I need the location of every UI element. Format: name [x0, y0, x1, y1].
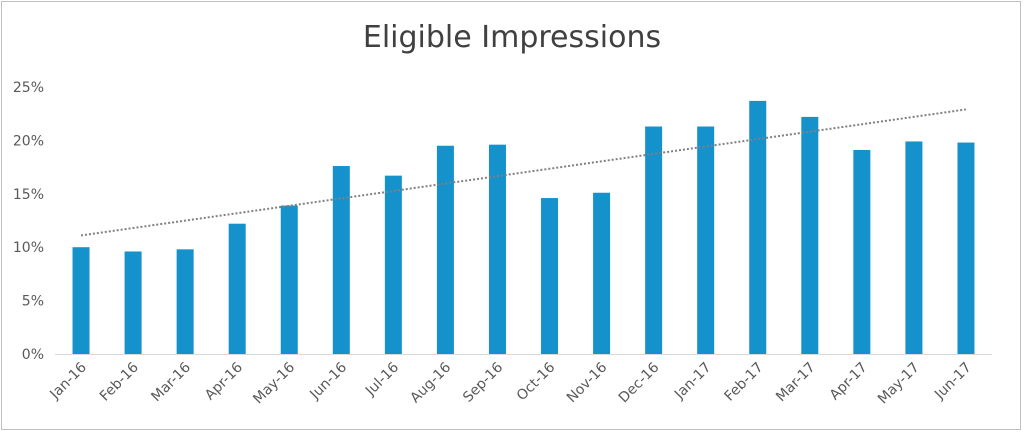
y-tick-label: 25%	[13, 80, 44, 96]
y-tick-label: 0%	[22, 347, 44, 363]
x-tick-label: Apr-16	[202, 359, 246, 403]
x-tick-label: May-17	[875, 360, 923, 408]
bar	[488, 144, 506, 354]
y-axis-ticks: 0% 5% 10% 15% 20% 25%	[13, 80, 44, 363]
bar	[72, 247, 90, 354]
x-tick-label: May-16	[250, 359, 298, 407]
bar	[957, 142, 975, 354]
x-tick-label: Jan-16	[46, 359, 90, 403]
x-tick-label: Nov-16	[564, 359, 611, 406]
bar	[749, 100, 767, 354]
bar	[645, 126, 663, 355]
y-tick-label: 15%	[13, 187, 44, 203]
x-tick-label: Apr-17	[827, 360, 871, 404]
x-tick-label: Aug-16	[407, 359, 454, 406]
y-tick-label: 10%	[13, 240, 44, 256]
bar	[124, 251, 142, 354]
bar	[853, 150, 871, 354]
x-tick-label: Sep-16	[460, 359, 506, 405]
chart-title: Eligible Impressions	[362, 20, 662, 55]
x-tick-label: Oct-16	[514, 359, 559, 404]
bar	[905, 141, 923, 354]
bar	[541, 198, 559, 354]
bar	[593, 192, 611, 354]
trendline	[80, 108, 967, 237]
x-tick-label: Feb-17	[722, 360, 767, 405]
bar	[176, 249, 194, 354]
bar	[228, 223, 246, 354]
bar	[697, 126, 715, 355]
x-tick-label: Mar-16	[148, 359, 194, 405]
bar	[436, 145, 454, 354]
bar	[801, 116, 819, 355]
bar	[332, 166, 350, 354]
x-tick-label: Jan-17	[671, 360, 714, 403]
x-tick-label: Mar-17	[773, 360, 819, 406]
x-tick-label: Jul-16	[362, 359, 402, 399]
bars	[72, 100, 975, 355]
x-tick-label: Jun-16	[306, 359, 350, 403]
bar	[280, 205, 298, 354]
x-tick-label: Jun-17	[931, 360, 975, 404]
y-tick-label: 20%	[13, 133, 44, 149]
y-tick-label: 5%	[22, 294, 44, 310]
x-axis-ticks: Jan-16 Feb-16 Mar-16 Apr-16 May-16 Jun-16 Jul-…	[46, 359, 974, 407]
x-tick-label: Dec-16	[616, 359, 663, 406]
bar	[384, 175, 402, 354]
x-tick-label: Feb-16	[97, 359, 142, 404]
